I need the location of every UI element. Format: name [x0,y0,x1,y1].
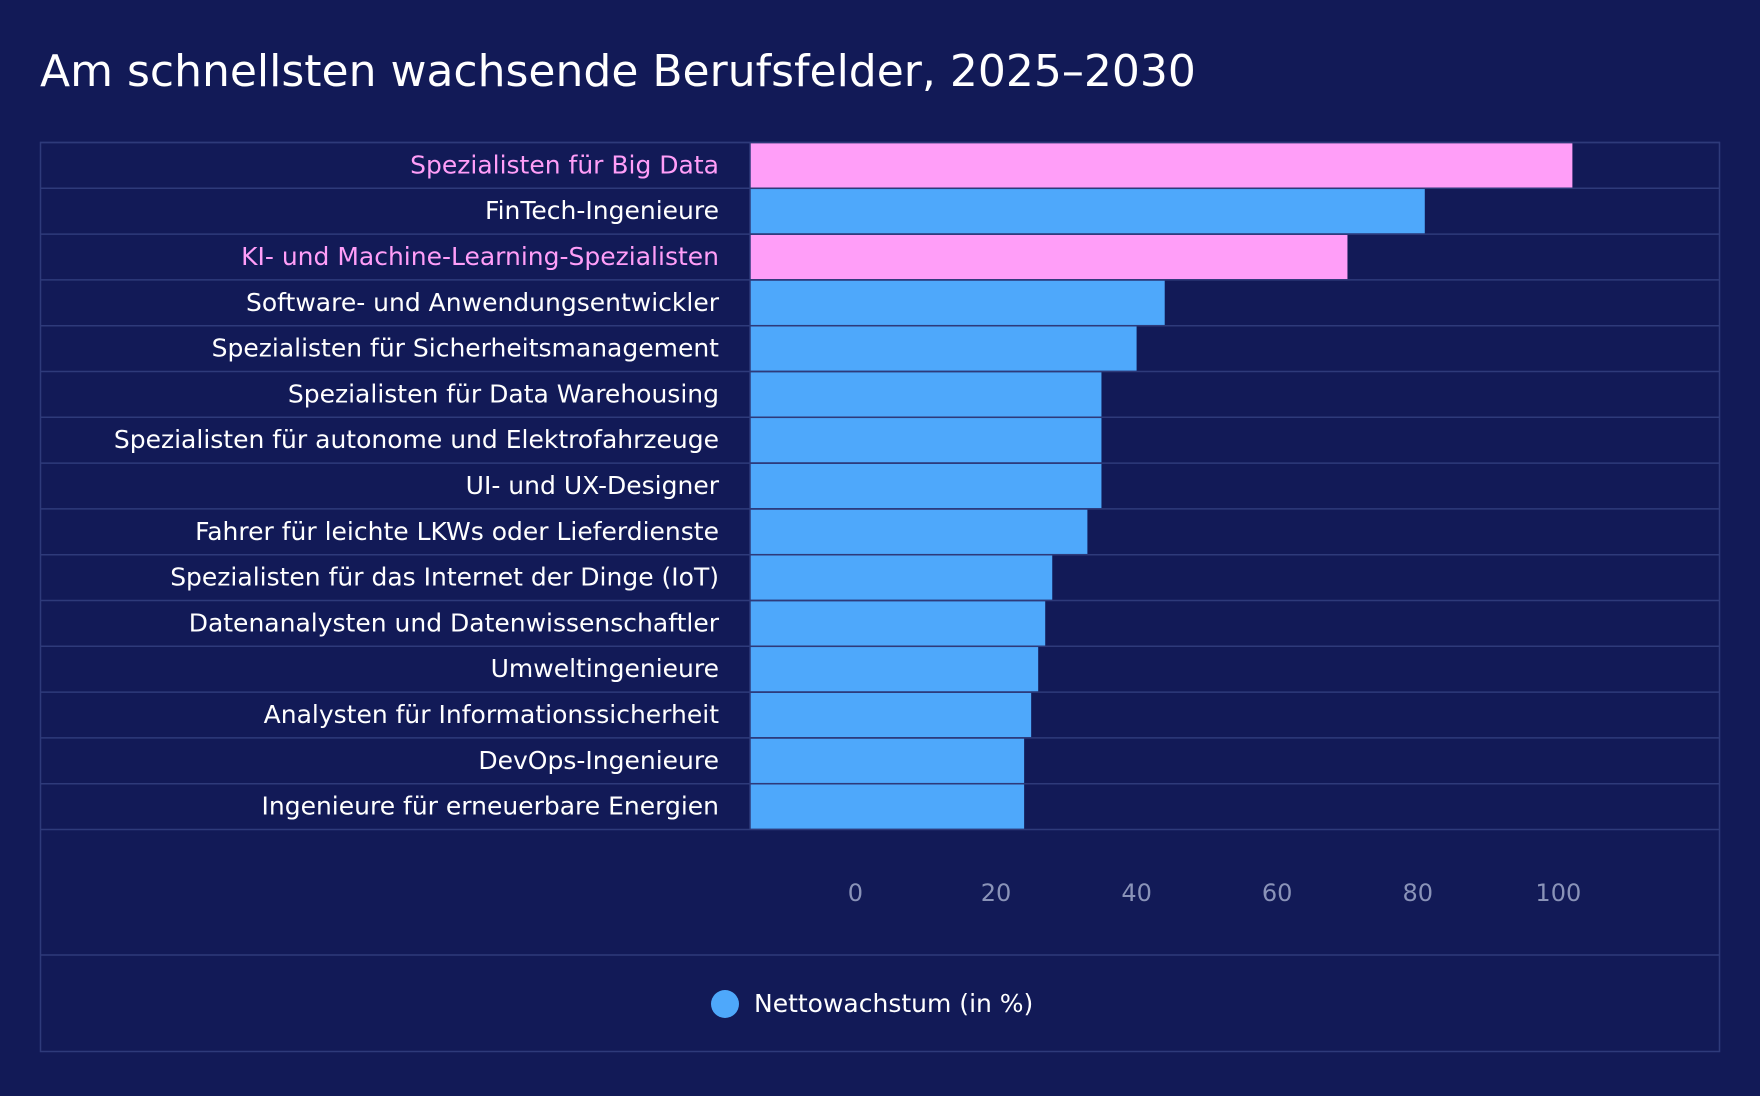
x-tick-label: 100 [1535,879,1581,907]
y-tick-label: Spezialisten für Big Data [410,150,719,179]
y-tick-label: Datenanalysten und Datenwissenschaftler [189,608,720,637]
bar [750,509,1088,554]
bar [750,463,1102,509]
bar [750,555,1053,600]
y-tick-label: Spezialisten für Sicherheitsmanagement [212,334,720,363]
bar [750,601,1046,646]
bar [750,692,1032,738]
chart-title: Am schnellsten wachsende Berufsfelder, 2… [40,46,1196,97]
x-tick-label: 20 [981,879,1012,907]
bar [750,143,1573,188]
x-tick-label: 60 [1262,879,1293,907]
bar [750,326,1137,371]
y-tick-label: Software- und Anwendungsentwickler [246,288,720,317]
legend-marker [711,990,739,1018]
y-tick-label: Spezialisten für das Internet der Dinge … [170,563,719,592]
y-tick-label: KI- und Machine-Learning-Spezialisten [241,242,719,271]
bar [750,189,1425,234]
y-tick-label: Umweltingenieure [491,654,719,683]
x-tick-label: 40 [1121,879,1152,907]
x-tick-label: 0 [848,879,863,907]
bar [750,234,1348,280]
y-tick-label: Spezialisten für Data Warehousing [288,379,719,408]
y-tick-label: Analysten für Informationssicherheit [264,700,720,729]
y-tick-label: Fahrer für leichte LKWs oder Lieferdiens… [195,517,719,546]
y-tick-label: UI- und UX-Designer [466,471,720,500]
y-tick-label: FinTech-Ingenieure [485,196,719,225]
y-tick-label: Spezialisten für autonome und Elektrofah… [114,425,719,454]
legend-label: Nettowachstum (in %) [754,989,1033,1018]
bar [750,647,1039,692]
bar [750,280,1165,325]
bar [750,738,1025,783]
x-tick-label: 80 [1402,879,1433,907]
y-tick-label: Ingenieure für erneuerbare Energien [261,792,719,821]
bar [750,418,1102,463]
bar [750,784,1025,829]
bar [750,372,1102,417]
y-tick-label: DevOps-Ingenieure [478,746,719,775]
